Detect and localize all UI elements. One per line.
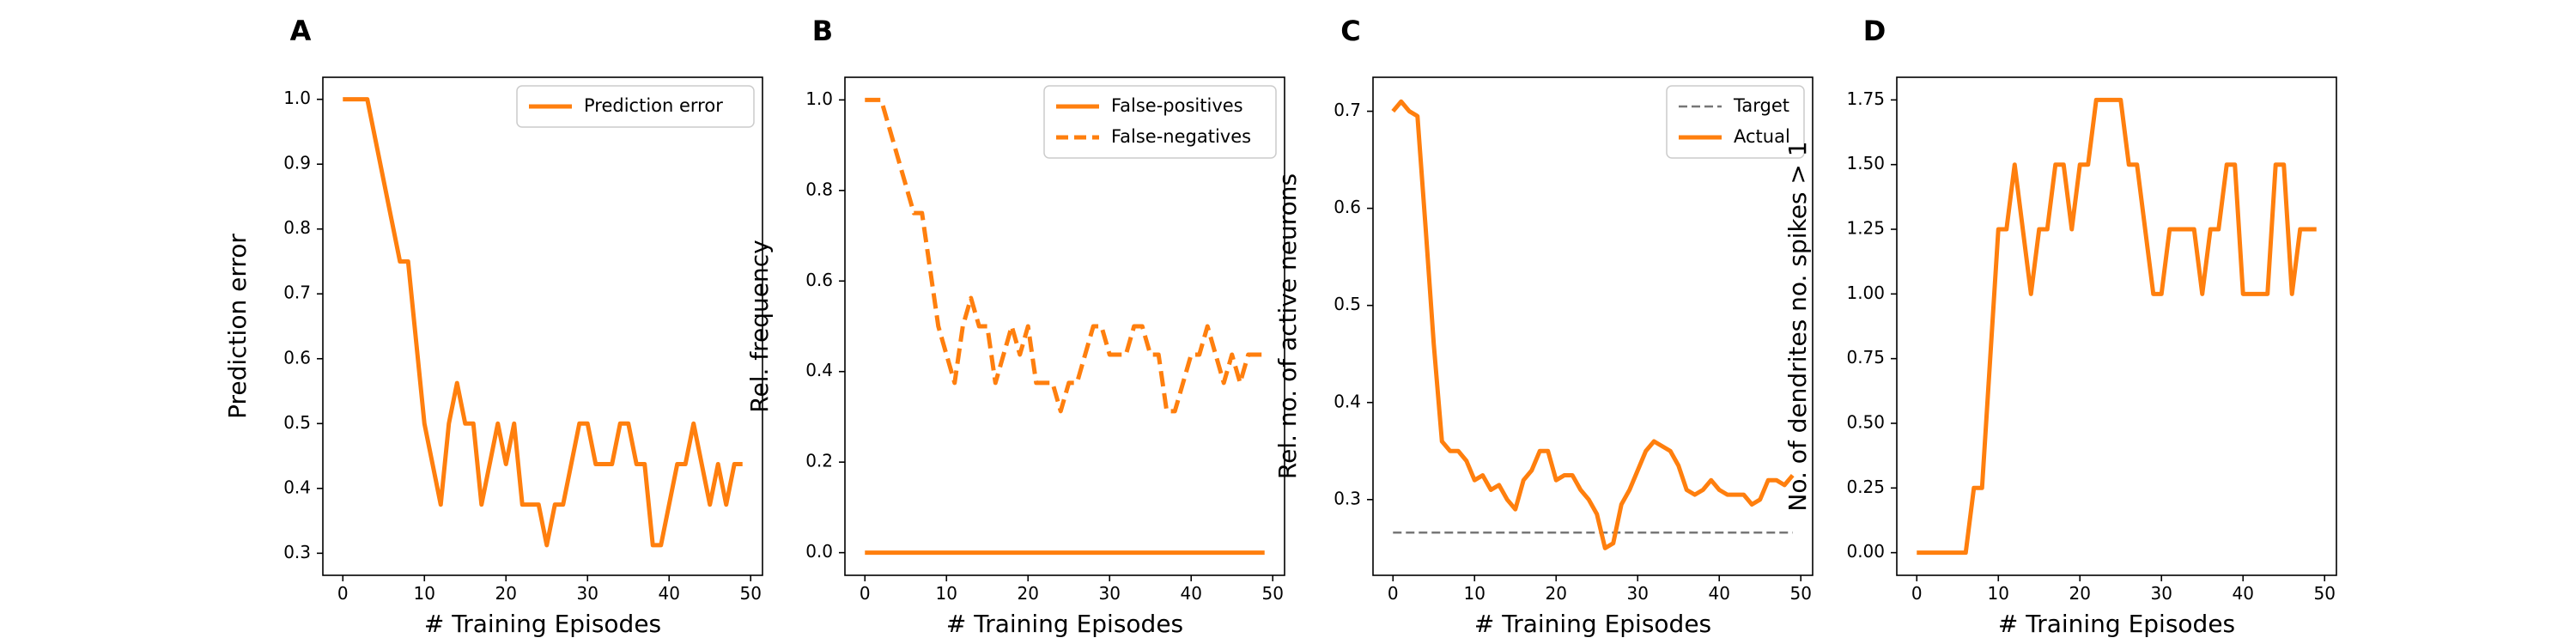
x-tick-label: 30 <box>2151 583 2172 604</box>
legend-box <box>516 85 755 128</box>
x-tick-label: 50 <box>1261 583 1283 604</box>
y-tick-label: 0.3 <box>283 542 311 562</box>
y-tick-label: 0.7 <box>283 283 311 303</box>
x-tick-label: 40 <box>2233 583 2254 604</box>
legend-label: Actual <box>1734 126 1790 147</box>
x-axis-label: # Training Episodes <box>946 610 1183 638</box>
legend-label: False-positives <box>1111 95 1243 116</box>
series-line-0 <box>1917 97 2317 556</box>
x-tick-label: 0 <box>860 583 871 604</box>
legend-label: Prediction error <box>584 95 723 116</box>
panel-label: B <box>812 15 833 47</box>
x-tick-label: 50 <box>1789 583 1811 604</box>
x-tick-label: 10 <box>1988 583 2009 604</box>
legend: Target Actual <box>1666 85 1805 159</box>
panel-a: A 0 10 20 30 40 50 0.3 0.4 0.5 0.6 0.7 0.8 0.9 1.0 # Tr… <box>223 15 763 638</box>
x-tick-label: 30 <box>1627 583 1649 604</box>
x-tick-label: 10 <box>936 583 957 604</box>
x-axis-label: # Training Episodes <box>1998 610 2235 638</box>
panel-label: C <box>1340 15 1360 47</box>
x-axis-label: # Training Episodes <box>424 610 661 638</box>
x-tick-label: 0 <box>1911 583 1923 604</box>
y-tick-label: 0.9 <box>283 153 311 173</box>
y-axis-label: Prediction error <box>223 234 252 419</box>
x-tick-label: 0 <box>1388 583 1399 604</box>
y-tick-label: 0.3 <box>1334 488 1361 508</box>
x-axis-label: # Training Episodes <box>1474 610 1711 638</box>
y-tick-label: 1.25 <box>1846 218 1885 239</box>
x-tick-label: 50 <box>739 583 761 604</box>
y-tick-label: 0.2 <box>805 451 833 471</box>
legend: Prediction error <box>516 85 755 128</box>
y-axis-label: Rel. frequency <box>745 240 774 412</box>
y-axis-label: Rel. no. of active neurons <box>1273 173 1302 479</box>
y-tick-label: 0.7 <box>1334 100 1361 120</box>
y-tick-label: 0.25 <box>1846 477 1885 497</box>
y-tick-label: 0.6 <box>1334 197 1361 217</box>
x-tick-label: 0 <box>337 583 349 604</box>
x-tick-label: 20 <box>495 583 517 604</box>
y-tick-label: 0.50 <box>1846 411 1885 432</box>
y-tick-label: 0.4 <box>1334 391 1361 411</box>
legend-label: False-negatives <box>1111 126 1251 147</box>
y-tick-label: 0.0 <box>805 541 833 562</box>
axes-frame <box>322 76 763 576</box>
y-tick-label: 0.5 <box>283 412 311 433</box>
legend-label: Target <box>1733 95 1789 116</box>
x-tick-label: 40 <box>659 583 680 604</box>
panel-b: B 0 10 20 30 40 50 0.0 0.2 0.4 0.6 0.8 1.0 # Training… <box>745 15 1285 638</box>
panel-c: C 0 10 20 30 40 50 0.3 0.4 0.5 0.6 0.7 # Training Ep… <box>1273 15 1814 638</box>
x-tick-label: 20 <box>2069 583 2091 604</box>
y-tick-label: 0.4 <box>805 360 833 380</box>
y-tick-label: 0.00 <box>1846 541 1885 562</box>
x-tick-label: 40 <box>1181 583 1202 604</box>
axes-frame <box>1372 76 1814 576</box>
y-axis-label: No. of dendrites no. spikes > 1 <box>1783 141 1812 511</box>
y-tick-label: 0.6 <box>283 347 311 368</box>
series-line-prediction-error <box>343 97 743 548</box>
axes-frame <box>1896 76 2337 576</box>
y-tick-label: 0.4 <box>283 477 311 497</box>
y-tick-label: 0.8 <box>805 179 833 199</box>
y-tick-label: 1.50 <box>1846 153 1885 173</box>
y-tick-label: 1.00 <box>1846 283 1885 303</box>
y-tick-label: 0.75 <box>1846 347 1885 368</box>
panel-d: D 0 10 20 30 40 50 0.00 0.25 0.50 0.75 1.00 1.25 1.50… <box>1783 15 2337 638</box>
x-tick-label: 10 <box>1464 583 1485 604</box>
legend: False-positives False-negatives <box>1043 85 1277 159</box>
x-tick-label: 20 <box>1018 583 1039 604</box>
y-tick-label: 0.6 <box>805 270 833 290</box>
x-tick-label: 30 <box>577 583 598 604</box>
y-tick-label: 1.0 <box>805 88 833 109</box>
x-tick-label: 30 <box>1099 583 1121 604</box>
series-line-false-negatives <box>865 97 1265 414</box>
x-tick-label: 50 <box>2313 583 2335 604</box>
series-line-actual <box>1391 99 1795 550</box>
y-tick-label: 1.0 <box>283 88 311 108</box>
axes-frame <box>844 76 1285 576</box>
y-tick-label: 0.5 <box>1334 294 1361 314</box>
y-tick-label: 1.75 <box>1846 88 1885 109</box>
panel-label: D <box>1863 15 1886 47</box>
legend-box <box>1043 85 1277 159</box>
legend-box <box>1666 85 1805 159</box>
x-tick-label: 40 <box>1709 583 1730 604</box>
panel-label: A <box>290 15 312 47</box>
x-tick-label: 20 <box>1546 583 1567 604</box>
y-tick-label: 0.8 <box>283 217 311 238</box>
x-tick-label: 10 <box>414 583 435 604</box>
